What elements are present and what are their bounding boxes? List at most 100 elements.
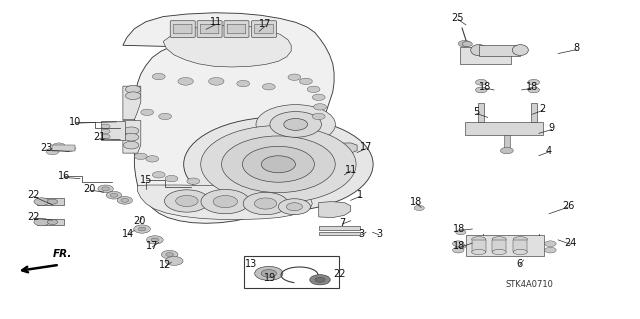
Bar <box>466 235 544 256</box>
Polygon shape <box>320 165 347 180</box>
Text: 25: 25 <box>451 12 464 23</box>
Bar <box>460 47 511 64</box>
Circle shape <box>261 270 276 277</box>
Circle shape <box>134 153 147 160</box>
Circle shape <box>125 92 141 100</box>
Circle shape <box>152 172 165 178</box>
Bar <box>37 198 64 205</box>
Bar <box>479 45 520 56</box>
FancyBboxPatch shape <box>200 24 219 34</box>
Circle shape <box>300 78 312 85</box>
Circle shape <box>458 41 471 47</box>
Polygon shape <box>163 26 291 67</box>
Circle shape <box>288 74 301 80</box>
Text: 20: 20 <box>133 216 146 226</box>
Text: 6: 6 <box>516 259 523 269</box>
Circle shape <box>134 225 150 233</box>
Circle shape <box>124 127 139 135</box>
Circle shape <box>184 117 373 211</box>
Text: 5: 5 <box>474 107 480 117</box>
Circle shape <box>164 190 209 212</box>
Circle shape <box>414 205 424 211</box>
Text: 16: 16 <box>58 171 70 181</box>
Text: 20: 20 <box>83 184 96 194</box>
Text: 18: 18 <box>453 241 466 251</box>
Bar <box>319 226 360 230</box>
Circle shape <box>456 244 466 249</box>
Circle shape <box>221 136 335 193</box>
Circle shape <box>476 79 487 85</box>
Circle shape <box>243 192 288 215</box>
Bar <box>472 240 486 252</box>
Bar <box>465 122 543 135</box>
Bar <box>531 103 537 122</box>
Circle shape <box>201 189 250 214</box>
Circle shape <box>545 247 556 253</box>
Circle shape <box>151 238 159 242</box>
Circle shape <box>46 148 59 155</box>
Text: 18: 18 <box>526 82 539 92</box>
Circle shape <box>165 256 183 265</box>
Text: 24: 24 <box>564 238 577 248</box>
Circle shape <box>63 145 76 152</box>
Circle shape <box>101 124 110 129</box>
Text: 3: 3 <box>358 228 365 239</box>
Ellipse shape <box>492 237 506 242</box>
Text: 8: 8 <box>573 43 579 54</box>
Text: 1: 1 <box>356 190 363 200</box>
FancyBboxPatch shape <box>252 21 276 37</box>
Circle shape <box>106 191 122 199</box>
Circle shape <box>101 134 110 139</box>
Text: 21: 21 <box>93 132 106 142</box>
Circle shape <box>452 241 464 247</box>
Circle shape <box>243 146 314 182</box>
Text: FR.: FR. <box>53 249 72 259</box>
FancyBboxPatch shape <box>224 21 249 37</box>
Text: 23: 23 <box>40 143 52 153</box>
Circle shape <box>255 266 283 280</box>
Circle shape <box>312 94 325 100</box>
FancyBboxPatch shape <box>227 24 246 34</box>
Ellipse shape <box>513 237 527 242</box>
Bar <box>492 240 506 252</box>
Circle shape <box>261 156 296 173</box>
Circle shape <box>34 218 49 226</box>
Circle shape <box>237 80 250 87</box>
Circle shape <box>125 85 141 93</box>
Text: 3: 3 <box>376 228 382 239</box>
Text: 11: 11 <box>210 17 223 27</box>
Circle shape <box>256 105 335 144</box>
Circle shape <box>545 241 556 247</box>
Text: 13: 13 <box>244 259 257 269</box>
Circle shape <box>165 175 178 182</box>
Text: 22: 22 <box>27 212 40 222</box>
Bar <box>504 135 510 151</box>
Circle shape <box>187 178 200 184</box>
Circle shape <box>98 185 113 193</box>
Text: 17: 17 <box>360 142 372 152</box>
Text: 17: 17 <box>146 241 159 251</box>
Circle shape <box>161 250 178 259</box>
Circle shape <box>528 79 540 85</box>
Polygon shape <box>123 86 141 120</box>
Circle shape <box>159 113 172 120</box>
Text: 11: 11 <box>344 165 357 175</box>
Circle shape <box>110 193 118 197</box>
Circle shape <box>47 219 58 225</box>
Circle shape <box>284 118 308 130</box>
Circle shape <box>52 143 65 149</box>
Text: 14: 14 <box>122 228 134 239</box>
Circle shape <box>476 87 487 93</box>
Bar <box>319 232 360 235</box>
FancyBboxPatch shape <box>255 24 273 34</box>
Circle shape <box>278 199 310 215</box>
Polygon shape <box>138 185 312 219</box>
Text: 12: 12 <box>159 260 172 271</box>
Polygon shape <box>123 13 334 223</box>
Ellipse shape <box>513 249 527 255</box>
Ellipse shape <box>492 249 506 255</box>
Ellipse shape <box>513 45 529 56</box>
Bar <box>478 103 484 122</box>
Circle shape <box>310 275 330 285</box>
Circle shape <box>101 129 110 134</box>
